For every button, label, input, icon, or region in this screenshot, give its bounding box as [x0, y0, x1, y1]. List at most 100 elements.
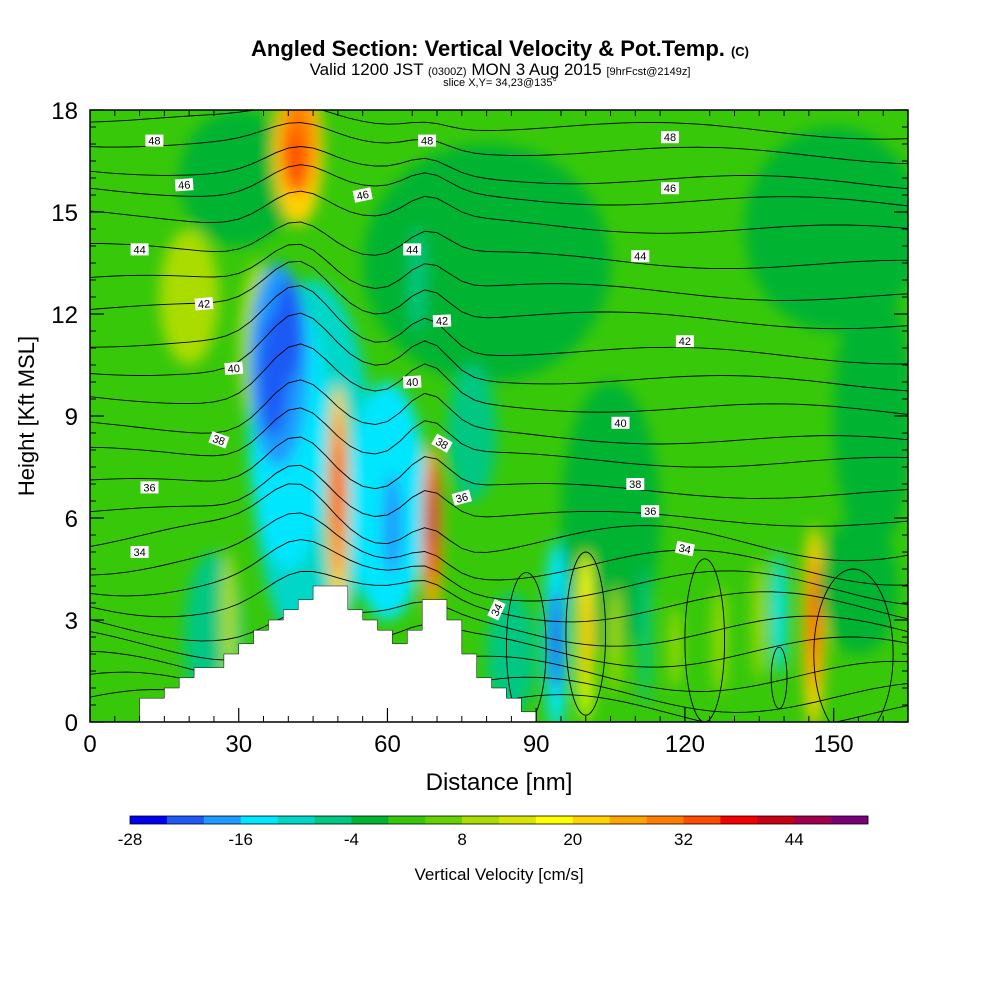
velocity-cell — [179, 110, 299, 246]
colorbar-swatch — [831, 816, 869, 824]
isentrope-line — [90, 122, 908, 165]
x-tick-label: 0 — [83, 731, 96, 758]
theta-label-text: 46 — [178, 179, 191, 192]
subtitle-zulu: (0300Z) — [428, 66, 467, 78]
y-axis-label: Height [Kft MSL] — [14, 336, 39, 496]
theta-label-box — [451, 489, 473, 506]
isentrope-line — [90, 146, 908, 190]
theta-label-box — [611, 416, 630, 429]
theta-label-text: 48 — [421, 136, 433, 148]
velocity-cell — [581, 592, 590, 689]
chart-title: Angled Section: Vertical Velocity & Pot.… — [0, 36, 1000, 62]
theta-label-text: 44 — [133, 244, 145, 256]
colorbar-swatch — [314, 816, 352, 824]
colorbar-tick-label: 20 — [563, 830, 582, 849]
theta-label-box — [352, 187, 373, 203]
isentrope-line — [90, 243, 908, 301]
theta-label: 42 — [194, 297, 214, 311]
y-tick-label: 3 — [65, 608, 78, 635]
theta-label-box — [418, 134, 437, 147]
colorbar-swatch — [388, 816, 426, 824]
colorbar-swatch — [166, 816, 205, 824]
velocity-cell — [362, 144, 611, 382]
theta-label-box — [661, 182, 679, 195]
theta-label: 38 — [431, 433, 453, 453]
theta-label: 46 — [661, 182, 679, 195]
velocity-cell — [818, 518, 899, 654]
velocity-cell — [744, 127, 908, 331]
theta-label-box — [208, 431, 230, 449]
velocity-cell — [810, 586, 817, 654]
isentrope-line — [90, 483, 908, 562]
theta-label: 48 — [418, 134, 437, 148]
subtitle-valid: Valid 1200 JST — [309, 60, 424, 79]
theta-label-text: 48 — [664, 132, 676, 144]
theta-label: 44 — [631, 250, 650, 263]
theta-label-box — [661, 131, 679, 144]
theta-label-box — [641, 505, 660, 518]
velocity-cell — [273, 280, 304, 382]
theta-label: 36 — [451, 489, 473, 506]
colorbar-swatch — [351, 816, 389, 824]
velocity-cell — [549, 589, 563, 692]
colorbar-tick-label: -4 — [344, 830, 359, 849]
theta-label-box — [675, 335, 694, 348]
x-axis-label: Distance [nm] — [426, 769, 573, 796]
theta-label-box — [130, 243, 149, 256]
theta-label-text: 40 — [406, 377, 419, 390]
theta-label-box — [145, 134, 164, 147]
theta-label: 40 — [224, 361, 244, 376]
x-tick-label: 90 — [523, 731, 550, 758]
velocity-cell — [713, 586, 726, 695]
plot-area: 48 48 48 46 46 46 44 44 44 42 42 42 40 40 40 38 38 38 36 36… — [90, 110, 908, 722]
velocity-cell — [833, 280, 908, 552]
theta-label-text: 48 — [148, 136, 160, 148]
colorbar-swatch — [499, 816, 537, 824]
colorbar-swatch — [425, 816, 463, 824]
isentrope-line — [90, 110, 908, 140]
colorbar-swatch — [757, 816, 795, 824]
theta-label-text: 38 — [433, 436, 450, 453]
velocity-cell — [382, 473, 403, 576]
x-tick-label: 150 — [814, 731, 854, 758]
theta-label: 36 — [641, 505, 660, 518]
theta-label-text: 36 — [455, 491, 470, 506]
theta-label-text: 46 — [356, 189, 370, 203]
theta-label: 34 — [674, 540, 695, 557]
vertical-velocity-field — [159, 110, 908, 722]
velocity-cell — [609, 586, 622, 695]
slice-info: slice X,Y= 34,23@135° — [443, 77, 557, 89]
theta-label: 36 — [140, 481, 159, 494]
x-axis: 0 30 60 90 120 150 — [83, 110, 884, 758]
isentrope-line — [90, 285, 908, 365]
theta-label-text: 36 — [143, 482, 155, 494]
isentrope-loop — [684, 558, 726, 722]
isentrope-line — [90, 539, 908, 605]
colorbar-swatch — [462, 816, 500, 824]
theta-label: 38 — [626, 478, 645, 491]
colorbar: -28 -16 -4 8 20 32 44 — [118, 815, 869, 849]
velocity-cell — [446, 365, 497, 501]
theta-label-box — [432, 314, 452, 328]
colorbar-swatch — [240, 816, 278, 824]
colorbar-swatch — [794, 816, 832, 824]
theta-label-box — [487, 599, 506, 621]
theta-label-text: 44 — [406, 244, 418, 256]
theta-label-box — [194, 297, 214, 311]
colorbar-tick-label: 32 — [674, 830, 693, 849]
colorbar-tick-label: 8 — [457, 830, 466, 849]
theta-label-text: 46 — [664, 183, 676, 195]
theta-label-text: 38 — [629, 479, 641, 491]
chart-title-main: Angled Section: Vertical Velocity & Pot.… — [251, 36, 725, 61]
isentrope-line — [90, 601, 908, 647]
isentrope-loop — [813, 568, 894, 722]
velocity-cell — [428, 484, 436, 552]
isentrope-loop — [505, 571, 547, 722]
colorbar-swatch — [572, 816, 610, 824]
theta-label: 34 — [487, 599, 506, 621]
y-tick-label: 0 — [65, 710, 78, 737]
theta-label-box — [431, 433, 453, 453]
theta-label: 42 — [675, 335, 694, 348]
